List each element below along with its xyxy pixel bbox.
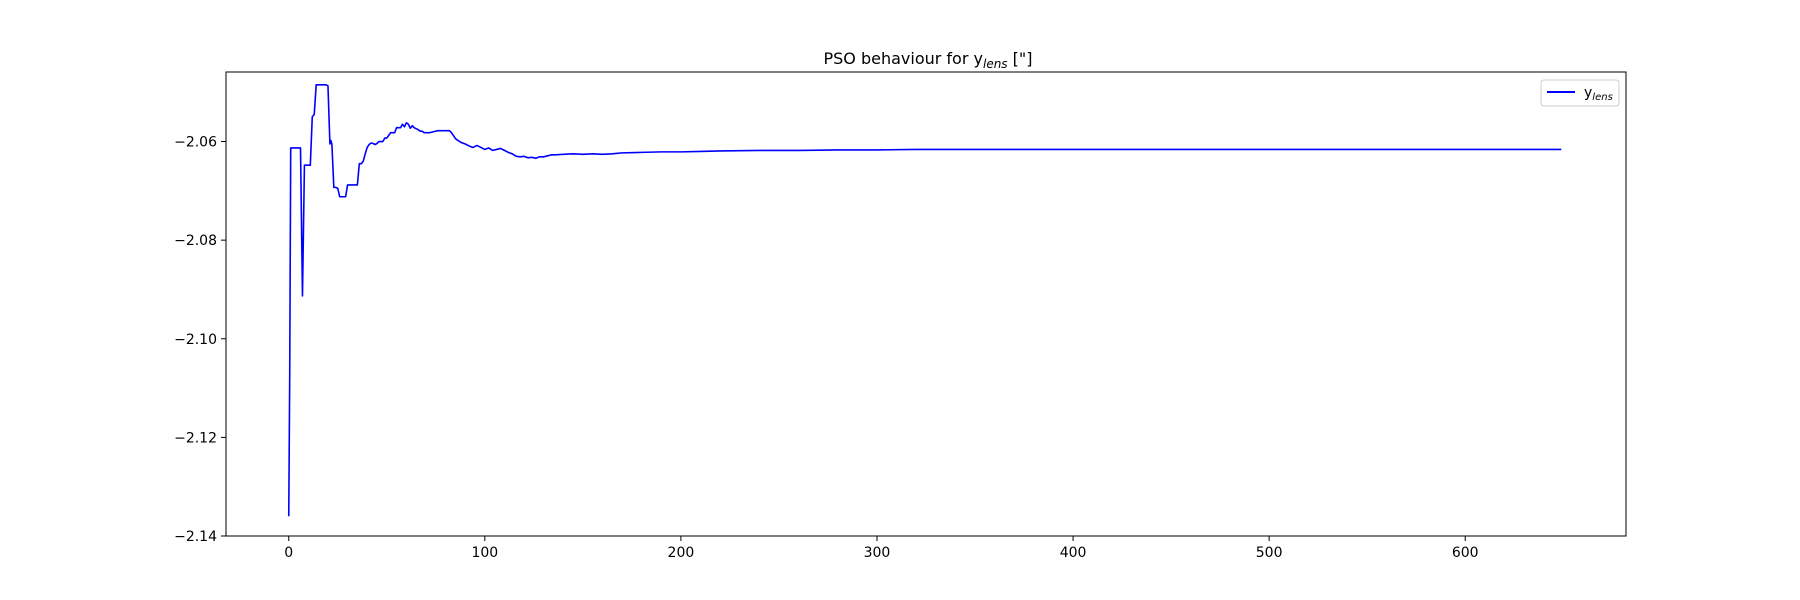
x-tick-label: 500 [1256, 545, 1283, 561]
x-tick-label: 300 [864, 545, 891, 561]
y-tick-label: −2.08 [174, 233, 217, 249]
chart-title-suffix: ["] [1008, 49, 1033, 68]
chart-title-subscript: lens [983, 57, 1008, 71]
legend-label-subscript: lens [1592, 92, 1612, 103]
x-tick-label: 600 [1452, 545, 1479, 561]
series-line-ylens [287, 84, 1562, 517]
chart-title-main: PSO behaviour for y [823, 49, 983, 68]
x-tick-label: 200 [668, 545, 695, 561]
y-tick-label: −2.14 [174, 529, 217, 545]
legend: ylens [1540, 79, 1620, 107]
y-tick-label: −2.12 [174, 430, 217, 446]
y-axis: −2.14 −2.12 −2.10 −2.08 −2.06 [174, 135, 226, 545]
x-axis: 0 100 200 300 400 500 600 [284, 536, 1479, 561]
plot-area [287, 84, 1562, 517]
x-tick-label: 0 [284, 545, 293, 561]
y-tick-label: −2.10 [174, 332, 217, 348]
chart-title: PSO behaviour for ylens ["] [823, 49, 1032, 71]
x-tick-label: 100 [471, 545, 498, 561]
axes-frame [225, 71, 1627, 537]
x-tick-label: 400 [1060, 545, 1087, 561]
legend-box [1540, 79, 1620, 107]
legend-label-ylens: ylens [1584, 85, 1613, 103]
y-tick-label: −2.06 [174, 135, 217, 151]
legend-label-main: y [1584, 85, 1592, 101]
